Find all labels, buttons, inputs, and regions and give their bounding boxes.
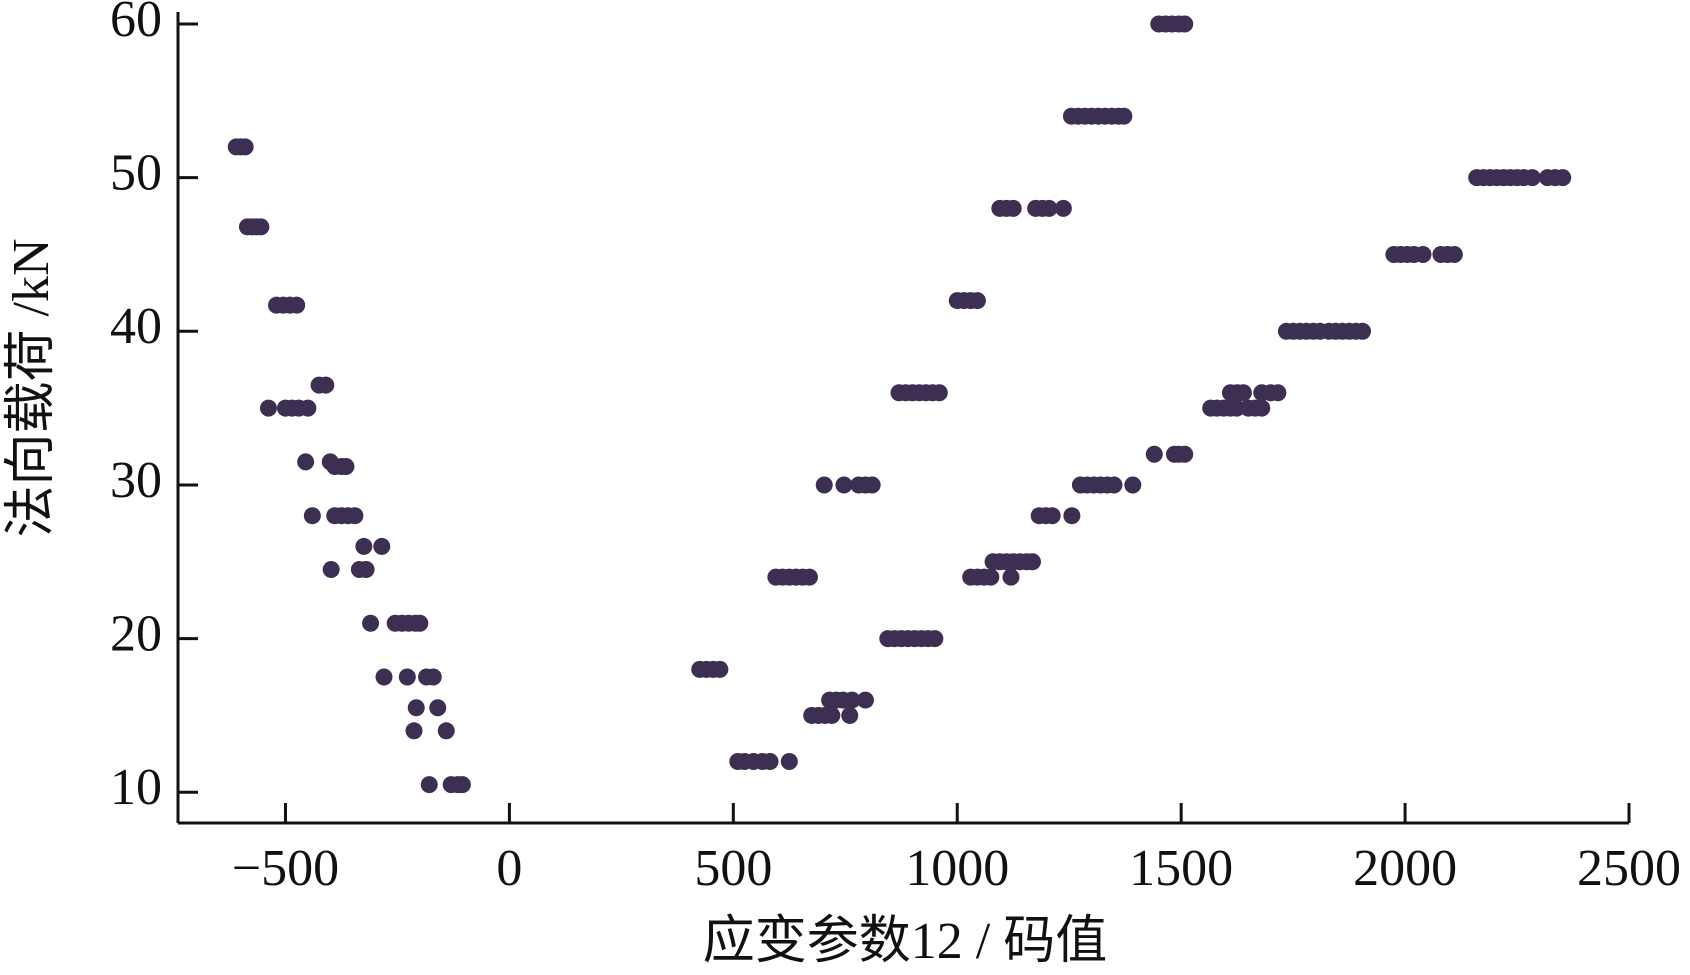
point: [420, 776, 438, 794]
point: [1040, 199, 1058, 217]
point: [1145, 445, 1163, 463]
point: [1063, 507, 1081, 525]
point: [1105, 476, 1123, 494]
point: [780, 753, 798, 771]
x-tick-label: 500: [694, 840, 772, 897]
point: [1228, 399, 1246, 417]
point: [930, 384, 948, 402]
point: [297, 453, 315, 471]
point: [453, 776, 471, 794]
point: [1176, 445, 1194, 463]
point: [1354, 322, 1372, 340]
point: [299, 399, 317, 417]
point: [761, 753, 779, 771]
point: [317, 376, 335, 394]
point: [926, 630, 944, 648]
point: [1023, 553, 1041, 571]
point: [863, 476, 881, 494]
point: [373, 537, 391, 555]
point: [968, 292, 986, 310]
point: [823, 706, 841, 724]
point: [357, 560, 375, 578]
point: [405, 722, 423, 740]
y-tick-label: 20: [110, 606, 162, 663]
point: [800, 568, 818, 586]
x-tick-label: 2500: [1577, 840, 1681, 897]
point: [362, 614, 380, 632]
point: [337, 458, 355, 476]
point: [398, 668, 416, 686]
point: [259, 399, 277, 417]
point: [1115, 107, 1133, 125]
point: [711, 660, 729, 678]
point: [1054, 199, 1072, 217]
point: [1124, 476, 1142, 494]
point: [1554, 169, 1572, 187]
x-tick-label: 1500: [1129, 840, 1233, 897]
point: [1253, 399, 1271, 417]
x-tick-label: 1000: [905, 840, 1009, 897]
x-tick-label: 0: [496, 840, 522, 897]
x-tick-label: 2000: [1353, 840, 1457, 897]
point: [1269, 384, 1287, 402]
point: [1523, 169, 1541, 187]
point: [236, 138, 254, 156]
y-tick-label: 40: [110, 298, 162, 355]
x-tick-label: −500: [232, 840, 339, 897]
point: [1234, 384, 1252, 402]
point: [1414, 245, 1432, 263]
point: [322, 560, 340, 578]
point: [843, 691, 861, 709]
point: [1004, 199, 1022, 217]
point: [982, 568, 1000, 586]
point: [424, 668, 442, 686]
y-tick-label: 10: [110, 759, 162, 816]
point: [1176, 15, 1194, 33]
y-tick-label: 60: [110, 0, 162, 48]
point: [841, 706, 859, 724]
point: [835, 476, 853, 494]
point: [411, 614, 429, 632]
point: [1002, 568, 1020, 586]
point: [355, 537, 373, 555]
point: [437, 722, 455, 740]
point: [252, 218, 270, 236]
y-tick-label: 50: [110, 145, 162, 202]
point: [1445, 245, 1463, 263]
point: [856, 691, 874, 709]
y-tick-label: 30: [110, 452, 162, 509]
y-axis-title: 法向载荷 /kN: [3, 238, 60, 537]
point: [346, 507, 364, 525]
point: [303, 507, 321, 525]
point: [288, 296, 306, 314]
point: [375, 668, 393, 686]
point: [429, 699, 447, 717]
x-axis-title: 应变参数12 / 码值: [703, 913, 1107, 970]
point: [1043, 507, 1061, 525]
point: [407, 699, 425, 717]
point: [815, 476, 833, 494]
